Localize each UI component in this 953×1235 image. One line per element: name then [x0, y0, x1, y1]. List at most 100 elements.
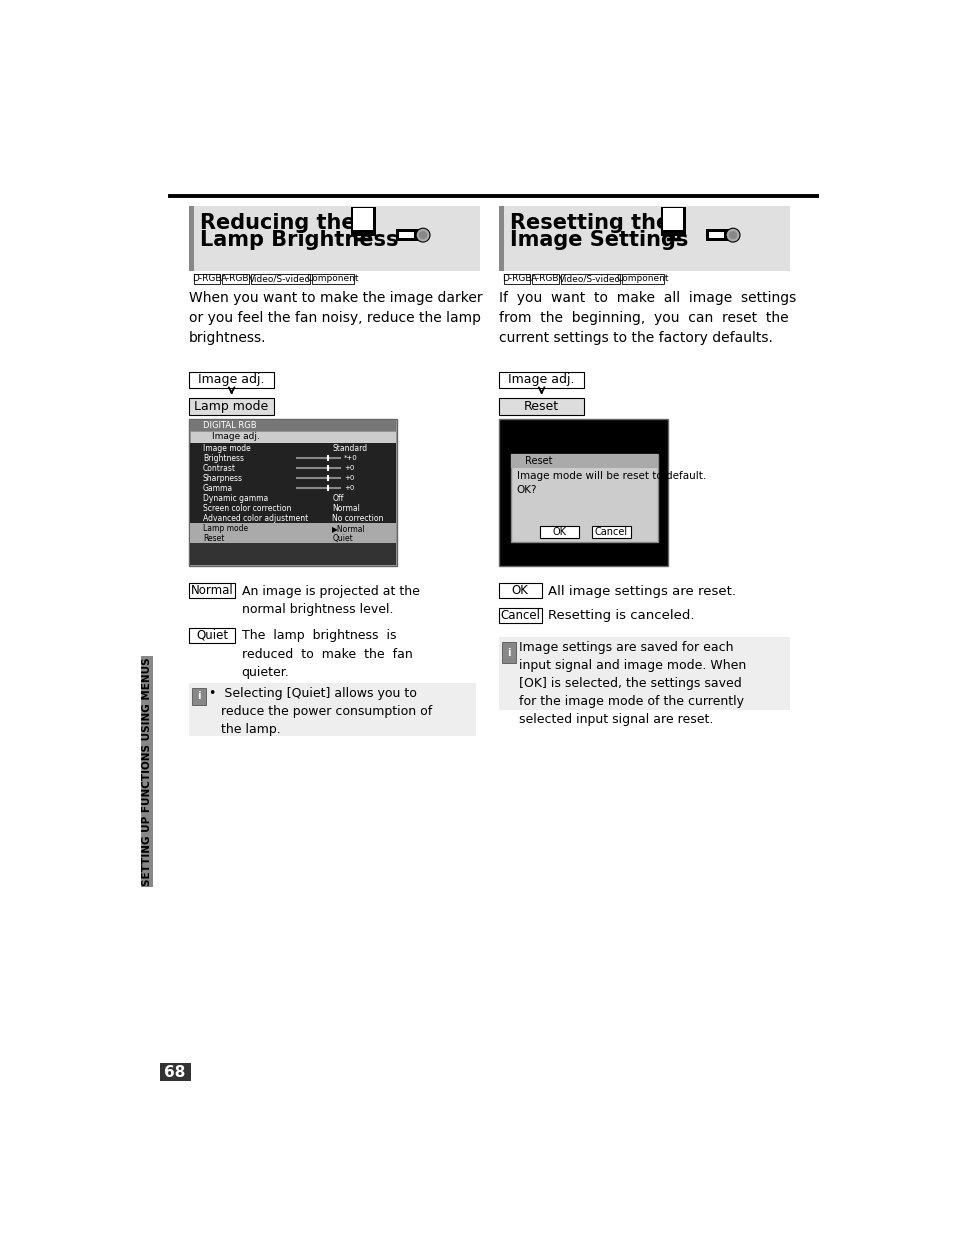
Text: Quiet: Quiet	[196, 629, 228, 642]
Bar	[193, 274, 220, 284]
Bar	[353, 209, 373, 230]
Text: Image adj.: Image adj.	[508, 373, 575, 387]
Text: *+0: *+0	[344, 456, 357, 461]
Bar	[498, 206, 503, 272]
Bar	[592, 526, 630, 537]
Text: Reset: Reset	[524, 456, 552, 466]
Bar	[190, 431, 395, 443]
Bar	[189, 206, 479, 272]
Bar	[189, 627, 235, 642]
Bar	[190, 420, 395, 431]
Text: Standard: Standard	[332, 443, 367, 452]
Circle shape	[418, 231, 427, 240]
Text: Image Settings: Image Settings	[509, 230, 687, 249]
Bar	[190, 483, 395, 493]
Text: Image mode will be reset to default.
OK?: Image mode will be reset to default. OK?	[517, 471, 705, 495]
Text: All image settings are reset.: All image settings are reset.	[547, 585, 735, 598]
Bar	[351, 231, 375, 236]
Bar	[190, 453, 395, 463]
Bar	[510, 454, 658, 542]
Circle shape	[728, 231, 737, 240]
Text: Brightness: Brightness	[203, 453, 244, 463]
Text: Image adj.: Image adj.	[198, 373, 265, 387]
Circle shape	[416, 228, 430, 242]
Text: Lamp mode: Lamp mode	[194, 400, 269, 412]
Bar	[662, 209, 682, 230]
Text: Lamp mode: Lamp mode	[203, 524, 248, 532]
Bar	[141, 656, 153, 888]
Text: Lamp Brightness: Lamp Brightness	[199, 230, 398, 249]
Bar	[189, 372, 274, 389]
Bar	[560, 274, 618, 284]
Bar	[189, 206, 193, 272]
Text: A-RGB: A-RGB	[531, 274, 559, 283]
Bar	[190, 503, 395, 514]
Bar	[660, 231, 685, 236]
Text: •  Selecting [Quiet] allows you to
   reduce the power consumption of
   the lam: • Selecting [Quiet] allows you to reduce…	[209, 687, 432, 736]
Text: Normal: Normal	[191, 584, 233, 597]
Bar	[510, 454, 658, 468]
Bar	[251, 274, 310, 284]
Text: Off: Off	[332, 494, 343, 503]
Text: D-RGB: D-RGB	[501, 274, 531, 283]
Text: Gamma: Gamma	[203, 484, 233, 493]
Bar	[189, 683, 476, 736]
Bar	[190, 534, 395, 543]
Text: +0: +0	[344, 466, 354, 471]
Bar	[190, 524, 395, 534]
Bar	[498, 583, 541, 598]
Text: Quiet: Quiet	[332, 534, 353, 542]
Text: SETTING UP FUNCTIONS USING MENUS: SETTING UP FUNCTIONS USING MENUS	[142, 657, 152, 887]
Bar	[498, 419, 667, 566]
Text: If  you  want  to  make  all  image  settings
from  the  beginning,  you  can  r: If you want to make all image settings f…	[498, 290, 796, 345]
Bar	[532, 274, 558, 284]
Text: i: i	[507, 647, 510, 657]
Text: Reducing the: Reducing the	[199, 212, 355, 233]
Text: Screen color correction: Screen color correction	[203, 504, 291, 513]
Text: +0: +0	[344, 485, 354, 492]
Text: Contrast: Contrast	[203, 463, 235, 473]
Bar	[222, 274, 249, 284]
Bar	[190, 443, 395, 453]
Text: OK: OK	[512, 584, 528, 597]
Bar	[708, 232, 723, 238]
Text: ▶Normal: ▶Normal	[332, 524, 366, 532]
Text: i: i	[197, 692, 201, 701]
Text: Resetting the: Resetting the	[509, 212, 669, 233]
Bar	[189, 583, 235, 598]
Bar	[498, 637, 789, 710]
Bar	[501, 642, 516, 663]
Bar	[190, 463, 395, 473]
Bar	[503, 274, 530, 284]
Text: 68: 68	[164, 1065, 186, 1079]
Bar	[621, 274, 663, 284]
Text: D-RGB: D-RGB	[192, 274, 221, 283]
Bar	[498, 608, 541, 622]
Text: DIGITAL RGB: DIGITAL RGB	[203, 421, 256, 430]
Circle shape	[725, 228, 740, 242]
Text: Dynamic gamma: Dynamic gamma	[203, 494, 268, 503]
Text: Image mode: Image mode	[203, 443, 251, 452]
Text: Image adj.: Image adj.	[212, 432, 260, 441]
Text: +0: +0	[344, 475, 354, 482]
Text: A-RGB: A-RGB	[221, 274, 250, 283]
Text: Sharpness: Sharpness	[203, 474, 243, 483]
Text: Cancel: Cancel	[499, 609, 539, 621]
Text: Reset: Reset	[203, 534, 224, 542]
Bar	[192, 688, 206, 705]
Bar	[539, 526, 578, 537]
Text: Component: Component	[307, 274, 359, 283]
Bar	[189, 419, 396, 566]
Bar	[498, 398, 583, 415]
Bar	[189, 398, 274, 415]
Text: An image is projected at the
normal brightness level.: An image is projected at the normal brig…	[241, 585, 419, 616]
Text: Video/S-video: Video/S-video	[249, 274, 311, 283]
Text: Reset: Reset	[523, 400, 558, 412]
Bar	[190, 493, 395, 503]
Text: Video/S-video: Video/S-video	[558, 274, 620, 283]
Text: Component: Component	[617, 274, 669, 283]
Bar	[398, 232, 414, 238]
Bar	[660, 206, 685, 236]
Text: No correction: No correction	[332, 514, 383, 522]
Bar	[190, 514, 395, 524]
